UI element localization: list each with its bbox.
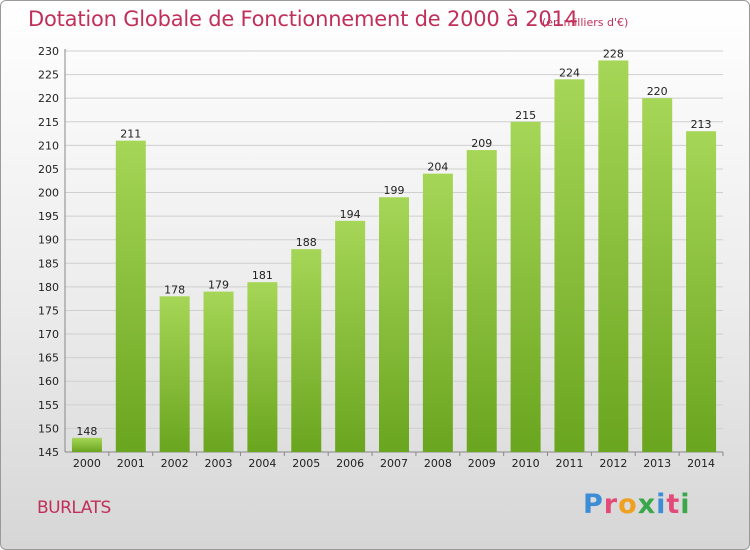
y-tick-label: 150 xyxy=(38,422,59,435)
x-tick-label-2003: 2003 xyxy=(205,457,233,470)
bar-2006 xyxy=(335,220,366,452)
x-tick-label-2009: 2009 xyxy=(468,457,496,470)
y-tick-label: 185 xyxy=(38,257,59,270)
bar-2007 xyxy=(379,197,409,452)
bar-2003 xyxy=(203,291,234,452)
commune-name: BURLATS xyxy=(37,498,111,518)
x-tick-label-2007: 2007 xyxy=(380,457,408,470)
x-tick-label-2000: 2000 xyxy=(73,457,101,470)
y-tick-label: 155 xyxy=(38,399,59,412)
y-tick-label: 145 xyxy=(38,446,59,459)
value-label-2000: 148 xyxy=(76,425,97,438)
y-tick-label: 165 xyxy=(38,352,59,365)
x-tick-label-2001: 2001 xyxy=(117,457,145,470)
value-label-2012: 228 xyxy=(603,47,624,60)
y-tick-label: 195 xyxy=(38,210,59,223)
y-tick-label: 160 xyxy=(38,375,59,388)
y-tick-label: 200 xyxy=(38,187,59,200)
chart-subtitle: (en milliers d'€) xyxy=(542,16,629,29)
labels: 148 2000 211 2001 178 2002 179 2003 181 2004 188 20… xyxy=(73,47,715,470)
y-tick-label: 220 xyxy=(38,92,59,105)
value-label-2008: 204 xyxy=(427,161,448,174)
value-label-2009: 209 xyxy=(471,137,492,150)
bar-2008 xyxy=(422,173,453,453)
chart-title: Dotation Globale de Fonctionnement de 20… xyxy=(28,7,578,31)
axes: 145 150 155 160 165 170 175 180 185 190 195 200 205 2… xyxy=(38,45,724,459)
bars xyxy=(71,60,717,453)
value-label-2005: 188 xyxy=(296,236,317,249)
value-label-2014: 213 xyxy=(691,118,712,131)
y-tick-label: 190 xyxy=(38,234,59,247)
bar-2005 xyxy=(291,249,322,452)
value-label-2003: 179 xyxy=(208,279,229,292)
bar-2001 xyxy=(115,140,146,452)
bar-2011 xyxy=(554,79,585,453)
y-tick-label: 215 xyxy=(38,116,59,129)
x-tick-label-2010: 2010 xyxy=(512,457,540,470)
x-tick-label-2008: 2008 xyxy=(424,457,452,470)
y-tick-label: 225 xyxy=(38,69,59,82)
bar-2012 xyxy=(598,60,629,452)
bar-2000 xyxy=(71,437,102,452)
y-tick-label: 210 xyxy=(38,139,59,152)
value-label-2011: 224 xyxy=(559,66,580,79)
x-tick-label-2012: 2012 xyxy=(599,457,627,470)
value-label-2002: 178 xyxy=(164,283,185,296)
value-label-2004: 181 xyxy=(252,269,273,282)
x-tick-label-2013: 2013 xyxy=(643,457,671,470)
y-tick-label: 230 xyxy=(38,45,59,58)
value-label-2007: 199 xyxy=(384,184,405,197)
x-tick-label-2004: 2004 xyxy=(248,457,276,470)
x-tick-label-2014: 2014 xyxy=(687,457,715,470)
y-tick-label: 205 xyxy=(38,163,59,176)
logo-letter: i xyxy=(680,489,691,520)
bar-2002 xyxy=(159,296,190,452)
bar-2013 xyxy=(642,98,673,453)
y-tick-label: 175 xyxy=(38,304,59,317)
logo-letter: t xyxy=(666,489,681,520)
logo-letter: r xyxy=(603,489,619,520)
logo-letter: o xyxy=(618,489,638,520)
x-tick-label-2011: 2011 xyxy=(555,457,583,470)
x-tick-label-2002: 2002 xyxy=(161,457,189,470)
logo-letter: P xyxy=(583,489,604,520)
value-label-2013: 220 xyxy=(647,85,668,98)
proxiti-logo: Proxiti xyxy=(583,489,691,520)
y-tick-label: 180 xyxy=(38,281,59,294)
y-tick-label: 170 xyxy=(38,328,59,341)
bar-2004 xyxy=(247,282,278,452)
value-label-2010: 215 xyxy=(515,109,536,122)
x-tick-label-2005: 2005 xyxy=(292,457,320,470)
logo-letter: x xyxy=(637,489,657,520)
bar-2014 xyxy=(686,131,717,452)
logo-letter: i xyxy=(656,489,667,520)
value-label-2001: 211 xyxy=(120,128,141,141)
bar-2010 xyxy=(510,121,541,452)
x-tick-label-2006: 2006 xyxy=(336,457,364,470)
value-label-2006: 194 xyxy=(340,208,361,221)
bar-2009 xyxy=(466,150,497,452)
